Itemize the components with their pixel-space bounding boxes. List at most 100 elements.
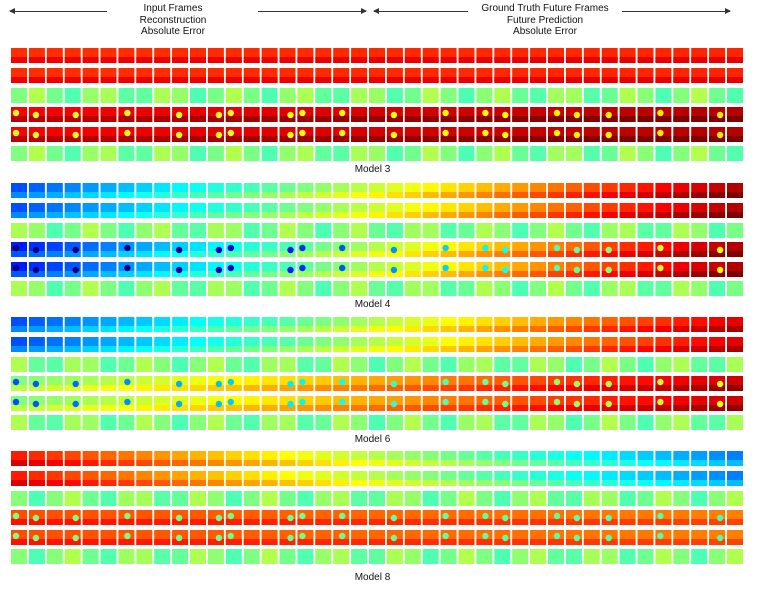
error-frame-tile bbox=[118, 357, 135, 372]
frame-tile bbox=[100, 510, 117, 525]
error-frame-tile bbox=[369, 549, 385, 564]
frame-tile bbox=[583, 203, 600, 218]
frame-tile bbox=[369, 242, 385, 257]
frame-tile bbox=[261, 107, 278, 122]
frame-tile bbox=[369, 376, 385, 391]
error-frame-tile bbox=[315, 491, 332, 506]
error-frame-tile bbox=[709, 88, 726, 103]
frame-tile bbox=[190, 183, 206, 198]
error-frame-tile bbox=[601, 223, 618, 238]
frame-tile bbox=[601, 451, 618, 466]
frame-tile bbox=[440, 68, 457, 83]
frame-tile bbox=[261, 262, 278, 277]
error-frame-tile bbox=[46, 549, 63, 564]
frame-tile bbox=[297, 68, 314, 83]
frame-tile bbox=[619, 183, 636, 198]
frame-tile bbox=[315, 530, 332, 545]
error-frame-tile bbox=[333, 281, 350, 296]
error-frame-tile bbox=[225, 415, 242, 430]
error-frame-tile bbox=[261, 549, 278, 564]
frame-tile bbox=[619, 68, 636, 83]
frame-tile bbox=[136, 510, 153, 525]
frame-tile bbox=[422, 68, 439, 83]
frame-tile bbox=[583, 242, 600, 257]
error-frame-tile bbox=[512, 491, 529, 506]
error-frame-tile bbox=[279, 88, 296, 103]
error-frame-tile bbox=[530, 491, 547, 506]
error-frame-tile bbox=[691, 281, 708, 296]
frame-tile bbox=[369, 510, 385, 525]
error-frame-tile bbox=[386, 223, 403, 238]
frame-tile bbox=[727, 337, 743, 352]
error-frame-tile bbox=[297, 415, 314, 430]
frame-tile bbox=[279, 262, 296, 277]
frame-tile bbox=[333, 337, 350, 352]
frame-tile bbox=[709, 396, 726, 411]
frame-tile bbox=[46, 530, 63, 545]
frame-tile bbox=[136, 471, 153, 486]
frame-tile bbox=[548, 530, 564, 545]
frame-tile bbox=[351, 48, 368, 63]
frame-tile bbox=[261, 68, 278, 83]
frame-tile bbox=[691, 203, 708, 218]
error-frame-tile bbox=[64, 491, 81, 506]
error-frame-tile bbox=[386, 357, 403, 372]
error-frame-tile bbox=[136, 491, 153, 506]
error-frame-tile bbox=[422, 223, 439, 238]
frame-tile bbox=[548, 396, 564, 411]
error-frame-tile bbox=[404, 146, 421, 161]
frame-tile bbox=[404, 376, 421, 391]
frame-tile bbox=[386, 471, 403, 486]
frame-tile bbox=[619, 510, 636, 525]
frame-tile bbox=[727, 530, 743, 545]
error-frame-tile bbox=[709, 357, 726, 372]
model-label-8: Model 8 bbox=[354, 572, 391, 583]
error-frame-tile bbox=[709, 549, 726, 564]
frame-tile bbox=[243, 68, 260, 83]
frame-tile bbox=[243, 203, 260, 218]
error-frame-tile bbox=[261, 357, 278, 372]
error-frame-tile bbox=[655, 491, 672, 506]
error-frame-tile bbox=[297, 223, 314, 238]
error-frame-tile bbox=[404, 88, 421, 103]
frame-tile bbox=[458, 183, 475, 198]
frame-tile bbox=[46, 337, 63, 352]
frame-tile bbox=[727, 183, 743, 198]
frame-tile bbox=[601, 183, 618, 198]
frame-tile bbox=[11, 396, 27, 411]
frame-tile bbox=[28, 376, 45, 391]
frame-tile bbox=[512, 396, 529, 411]
error-frame-tile bbox=[655, 146, 672, 161]
frame-tile bbox=[351, 127, 368, 142]
frame-tile bbox=[315, 317, 332, 332]
error-frame-tile bbox=[637, 415, 654, 430]
frame-tile bbox=[601, 337, 618, 352]
frame-tile bbox=[673, 127, 690, 142]
frame-tile bbox=[190, 317, 206, 332]
error-frame-tile bbox=[28, 223, 45, 238]
frame-tile bbox=[261, 317, 278, 332]
error-frame-tile bbox=[655, 223, 672, 238]
frame-tile bbox=[369, 337, 385, 352]
frame-tile bbox=[530, 396, 547, 411]
frame-tile bbox=[82, 127, 99, 142]
error-frame-tile bbox=[172, 146, 189, 161]
frame-tile bbox=[351, 183, 368, 198]
error-frame-tile bbox=[190, 146, 206, 161]
frame-tile bbox=[64, 530, 81, 545]
frame-tile bbox=[225, 107, 242, 122]
frame-tile bbox=[82, 262, 99, 277]
frame-tile bbox=[243, 376, 260, 391]
model-label-3: Model 3 bbox=[354, 164, 391, 175]
frame-tile bbox=[154, 451, 171, 466]
frame-tile bbox=[727, 396, 743, 411]
error-frame-tile bbox=[82, 549, 99, 564]
error-frame-tile bbox=[673, 146, 690, 161]
frame-tile bbox=[154, 396, 171, 411]
error-frame-tile bbox=[243, 281, 260, 296]
frame-tile bbox=[154, 262, 171, 277]
frame-tile bbox=[172, 376, 189, 391]
error-frame-tile bbox=[154, 549, 171, 564]
error-frame-tile bbox=[225, 146, 242, 161]
frame-tile bbox=[494, 510, 511, 525]
